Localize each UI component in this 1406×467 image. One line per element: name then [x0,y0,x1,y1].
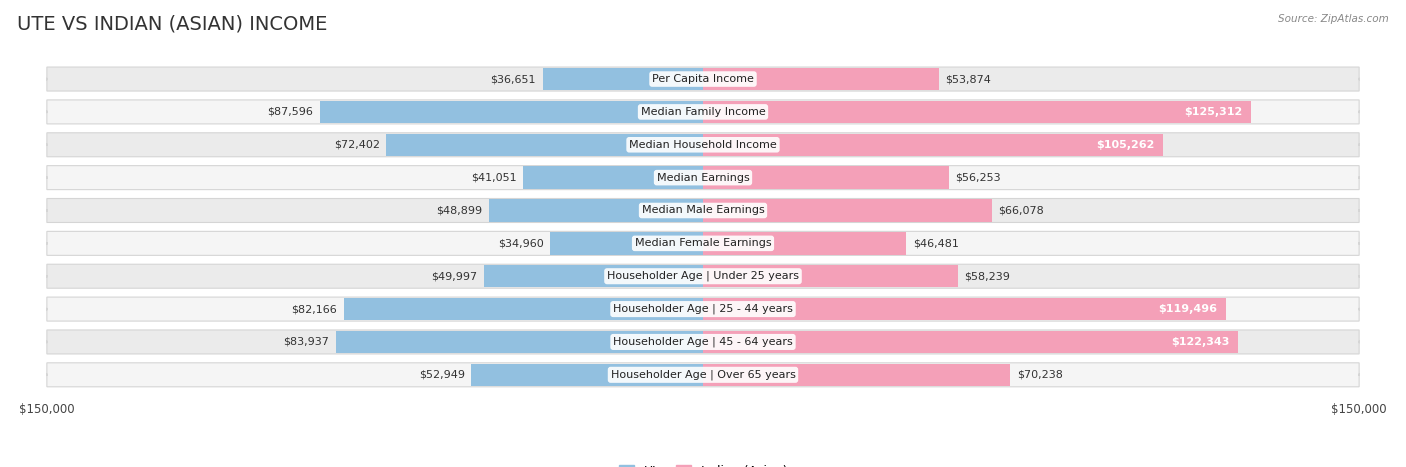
Text: $119,496: $119,496 [1159,304,1218,314]
FancyBboxPatch shape [46,330,1360,354]
FancyBboxPatch shape [46,297,1360,321]
Text: Median Male Earnings: Median Male Earnings [641,205,765,215]
FancyBboxPatch shape [543,68,703,90]
FancyBboxPatch shape [471,364,703,386]
FancyBboxPatch shape [703,331,1239,353]
Text: $58,239: $58,239 [965,271,1010,281]
FancyBboxPatch shape [46,363,1360,387]
Text: $36,651: $36,651 [491,74,536,84]
Text: $70,238: $70,238 [1017,370,1063,380]
Text: $48,899: $48,899 [436,205,482,215]
Text: $87,596: $87,596 [267,107,314,117]
FancyBboxPatch shape [46,100,1360,124]
Text: Householder Age | 45 - 64 years: Householder Age | 45 - 64 years [613,337,793,347]
FancyBboxPatch shape [703,134,1163,156]
Legend: Ute, Indian (Asian): Ute, Indian (Asian) [614,460,792,467]
FancyBboxPatch shape [550,232,703,255]
Text: Householder Age | Over 65 years: Householder Age | Over 65 years [610,369,796,380]
FancyBboxPatch shape [703,364,1011,386]
Text: $53,874: $53,874 [945,74,991,84]
Text: $72,402: $72,402 [333,140,380,150]
FancyBboxPatch shape [703,68,939,90]
Text: Householder Age | 25 - 44 years: Householder Age | 25 - 44 years [613,304,793,314]
FancyBboxPatch shape [343,298,703,320]
Text: $82,166: $82,166 [291,304,337,314]
FancyBboxPatch shape [703,166,949,189]
FancyBboxPatch shape [319,101,703,123]
Text: Householder Age | Under 25 years: Householder Age | Under 25 years [607,271,799,282]
FancyBboxPatch shape [46,198,1360,222]
Text: Median Female Earnings: Median Female Earnings [634,238,772,248]
Text: $125,312: $125,312 [1184,107,1243,117]
Text: Source: ZipAtlas.com: Source: ZipAtlas.com [1278,14,1389,24]
FancyBboxPatch shape [703,232,907,255]
Text: $34,960: $34,960 [498,238,544,248]
FancyBboxPatch shape [46,264,1360,288]
Text: $105,262: $105,262 [1097,140,1154,150]
FancyBboxPatch shape [336,331,703,353]
Text: $52,949: $52,949 [419,370,465,380]
FancyBboxPatch shape [484,265,703,287]
Text: Median Family Income: Median Family Income [641,107,765,117]
FancyBboxPatch shape [703,101,1251,123]
Text: $66,078: $66,078 [998,205,1045,215]
FancyBboxPatch shape [387,134,703,156]
FancyBboxPatch shape [46,133,1360,157]
Text: $83,937: $83,937 [284,337,329,347]
Text: $150,000: $150,000 [20,403,75,416]
FancyBboxPatch shape [523,166,703,189]
Text: Median Household Income: Median Household Income [628,140,778,150]
Text: $150,000: $150,000 [1331,403,1386,416]
Text: Median Earnings: Median Earnings [657,173,749,183]
FancyBboxPatch shape [703,199,993,222]
FancyBboxPatch shape [703,265,957,287]
Text: Per Capita Income: Per Capita Income [652,74,754,84]
Text: $122,343: $122,343 [1171,337,1229,347]
Text: $56,253: $56,253 [956,173,1001,183]
FancyBboxPatch shape [703,298,1226,320]
Text: $49,997: $49,997 [432,271,478,281]
FancyBboxPatch shape [46,166,1360,190]
FancyBboxPatch shape [489,199,703,222]
FancyBboxPatch shape [46,231,1360,255]
FancyBboxPatch shape [46,67,1360,91]
Text: $46,481: $46,481 [912,238,959,248]
Text: UTE VS INDIAN (ASIAN) INCOME: UTE VS INDIAN (ASIAN) INCOME [17,14,328,33]
Text: $41,051: $41,051 [471,173,517,183]
